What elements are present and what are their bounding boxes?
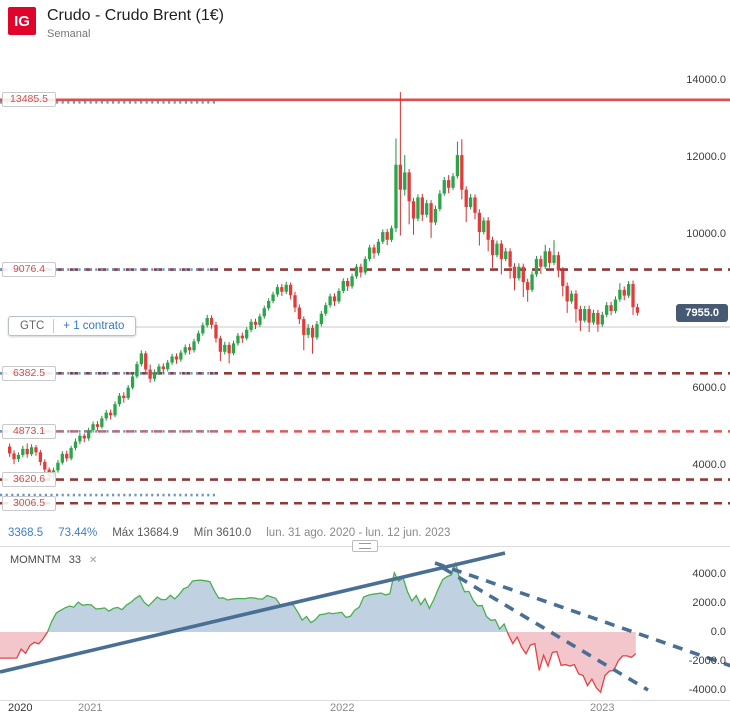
price-level-label[interactable]: 9076.4 (2, 262, 56, 278)
y-axis-tick: 14000.0 (686, 74, 726, 86)
indicator-header: MOMNTM 33 ✕ (10, 554, 97, 566)
momentum-axis-tick: -2000.0 (688, 655, 726, 667)
chart-header: IG Crudo - Crudo Brent (1€) Semanal (8, 7, 224, 40)
price-level-label[interactable]: 13485.5 (2, 92, 56, 108)
order-type-label: GTC (20, 320, 45, 332)
x-axis-year-label: 2023 (590, 702, 615, 714)
price-level-label[interactable]: 3006.5 (2, 495, 56, 511)
price-level-label[interactable]: 4873.1 (2, 423, 56, 439)
indicator-name: MOMNTM (10, 554, 61, 566)
x-axis-year-label: 2020 (8, 702, 33, 714)
order-contracts-button[interactable]: + 1 contrato (63, 320, 125, 332)
status-bar: 3368.5 73.44% Máx 13684.9 Mín 3610.0 lun… (8, 527, 450, 539)
y-axis-tick: 6000.0 (692, 382, 726, 394)
momentum-axis-tick: -4000.0 (688, 684, 726, 696)
indicator-close-icon[interactable]: ✕ (88, 554, 98, 566)
panel-resize-handle[interactable] (352, 540, 378, 552)
order-pill-divider (53, 319, 55, 333)
x-axis-year-label: 2021 (78, 702, 103, 714)
price-level-label[interactable]: 6382.5 (2, 365, 56, 381)
grip-icon (359, 543, 371, 549)
instrument-title: Crudo - Crudo Brent (1€) (47, 7, 224, 24)
momentum-axis-tick: 2000.0 (692, 597, 726, 609)
date-range: lun. 31 ago. 2020 - lun. 12 jun. 2023 (266, 527, 451, 539)
timeframe-label: Semanal (47, 28, 91, 40)
current-price-badge: 7955.0 (676, 304, 728, 322)
momentum-axis-tick: 0.0 (710, 626, 726, 638)
gtc-order-pill[interactable]: GTC + 1 contrato (8, 316, 137, 336)
momentum-axis-tick: 4000.0 (692, 568, 726, 580)
y-axis-tick: 4000.0 (692, 459, 726, 471)
max-value: Máx 13684.9 (112, 527, 179, 539)
indicator-period: 33 (68, 554, 81, 566)
y-axis-tick: 10000.0 (686, 228, 726, 240)
x-axis-line (0, 700, 730, 701)
ig-logo: IG (8, 7, 36, 35)
change-value: 3368.5 (8, 527, 44, 539)
min-value: Mín 3610.0 (193, 527, 252, 539)
price-level-label[interactable]: 3620.6 (2, 472, 56, 488)
y-axis-tick: 12000.0 (686, 151, 726, 163)
x-axis-year-label: 2022 (330, 702, 355, 714)
change-percent: 73.44% (58, 527, 98, 539)
